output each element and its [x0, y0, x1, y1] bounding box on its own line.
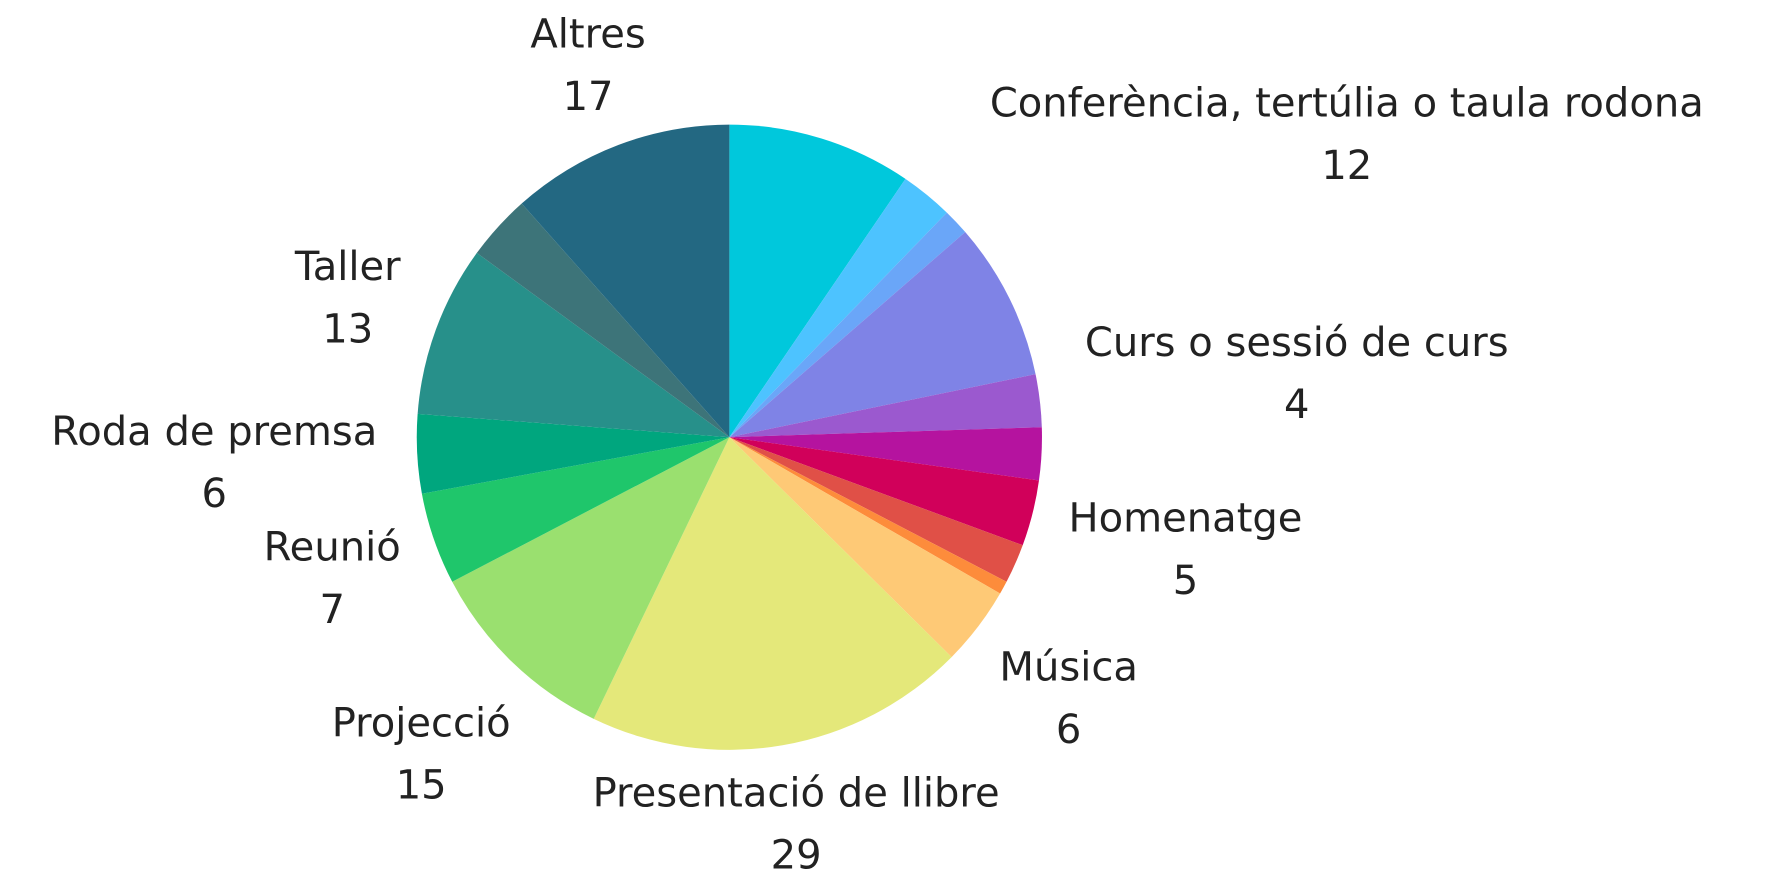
slice-value: 29 [771, 833, 822, 879]
pie-slice [729, 374, 1042, 438]
pie-slice [521, 124, 730, 438]
slice-value: 17 [563, 74, 614, 120]
pie-slice [729, 437, 1023, 582]
slice-value: 5 [1173, 558, 1198, 604]
pie-slice [476, 203, 730, 438]
slice-label: Música [999, 645, 1137, 691]
pie-slice [729, 437, 1039, 546]
slice-label: Taller [294, 244, 401, 290]
pie-slice [729, 178, 947, 438]
slice-value: 6 [1056, 707, 1081, 753]
slice-label: Roda de premsa [51, 409, 377, 455]
slice-label: Projecció [332, 700, 511, 746]
slice-value: 6 [202, 471, 227, 517]
pie-slice [421, 437, 730, 582]
slice-label: Curs o sessió de curs [1085, 320, 1509, 366]
pie-slice [729, 427, 1042, 481]
pie-slice [729, 437, 1007, 594]
slice-value: 15 [396, 763, 447, 809]
slice-value: 12 [1321, 143, 1372, 189]
slice-label: Homenatge [1069, 496, 1303, 542]
pie-slice [729, 124, 906, 438]
pie-slice [729, 212, 966, 438]
pie-slice [416, 413, 730, 494]
slice-value: 13 [322, 307, 373, 353]
slice-label: Reunió [264, 525, 401, 571]
pie-slice [729, 232, 1036, 438]
pie-slice [452, 437, 730, 719]
slice-label: Presentació de llibre [593, 770, 1000, 816]
slice-label: Conferència, tertúlia o taula rodona [990, 81, 1704, 127]
slice-label: Altres [530, 12, 645, 58]
pie-slice [593, 437, 952, 750]
slice-value: 7 [319, 587, 344, 633]
pie-slice [417, 252, 730, 438]
slice-value: 4 [1284, 382, 1309, 428]
pie-slice [729, 437, 1001, 658]
